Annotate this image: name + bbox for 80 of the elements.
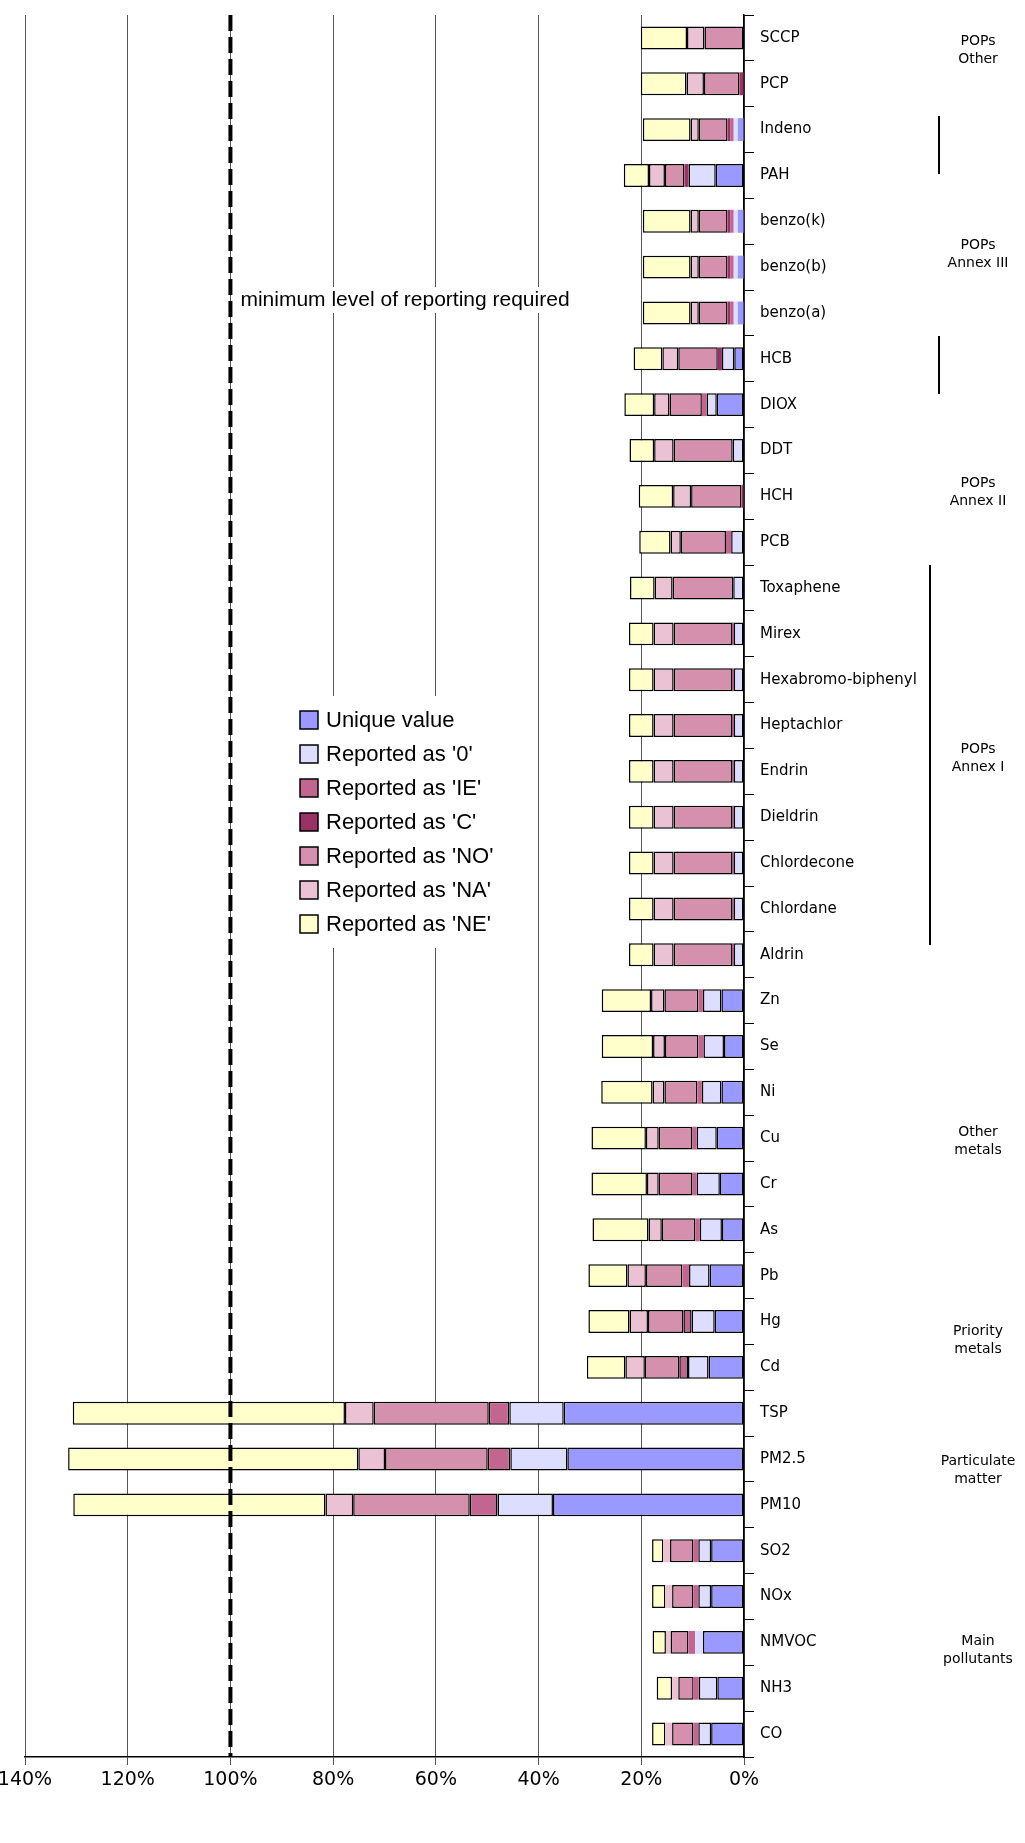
bar <box>693 1676 699 1700</box>
bar <box>693 1539 699 1563</box>
y-tick-label: Cu <box>760 1128 780 1147</box>
text: Priority metals <box>953 1321 1003 1356</box>
y-tick-label: HCB <box>760 348 793 367</box>
x-tick-label: 120% <box>100 1767 155 1790</box>
y-tick-label: PAH <box>760 165 790 184</box>
legend-label: Reported as '0' <box>326 741 473 767</box>
bar <box>693 1722 699 1746</box>
y-tick-label: DDT <box>760 440 794 459</box>
bar <box>726 530 732 554</box>
legend-label: Reported as 'NA' <box>326 877 491 903</box>
x-tick-label: 100% <box>203 1767 258 1790</box>
bar <box>692 1126 697 1150</box>
y-tick-label: Aldrin <box>760 944 804 963</box>
x-tick-label: 40% <box>517 1767 560 1790</box>
legend-label: Reported as 'C' <box>326 809 477 835</box>
y-tick-label: HCH <box>760 486 794 505</box>
x-tick-label: 60% <box>414 1767 457 1790</box>
y-tick-label: Hg <box>760 1311 781 1330</box>
text: POPs Other <box>958 31 999 66</box>
text: Main pollutants <box>943 1631 1013 1666</box>
text: POPs Annex II <box>949 473 1007 508</box>
bar <box>739 72 744 96</box>
y-tick-label: PM2.5 <box>760 1448 806 1467</box>
y-tick-label: Hexabromo-biphenyl <box>760 669 917 688</box>
y-tick-label: PM10 <box>760 1494 802 1513</box>
legend-label: Reported as 'NE' <box>326 911 491 937</box>
bar <box>698 1034 704 1058</box>
y-tick-label: benzo(a) <box>760 302 827 321</box>
legend-label: Reported as 'IE' <box>326 775 482 801</box>
y-tick-label: As <box>760 1219 779 1238</box>
bar <box>688 1630 696 1654</box>
text: POPs Annex III <box>947 235 1009 270</box>
y-tick-label: CO <box>760 1723 783 1742</box>
bar <box>692 1172 697 1196</box>
y-tick-label: Zn <box>760 990 780 1009</box>
bar <box>682 1264 690 1288</box>
bar <box>741 484 744 508</box>
text: Particulate matter <box>940 1451 1016 1486</box>
text: Other metals <box>954 1122 1002 1157</box>
legend-label: Reported as 'NO' <box>326 843 494 869</box>
x-tick-label: 80% <box>312 1767 355 1790</box>
y-tick-label: Ni <box>760 1082 776 1101</box>
y-tick-label: DIOX <box>760 394 798 413</box>
y-tick-label: Toxaphene <box>759 577 841 596</box>
y-tick-label: Mirex <box>760 623 801 642</box>
text: POPs Annex I <box>951 739 1005 774</box>
y-tick-label: NH3 <box>760 1678 793 1697</box>
y-tick-label: Chlordane <box>760 898 837 917</box>
y-tick-label: TSP <box>759 1403 788 1422</box>
y-tick-label: Dieldrin <box>760 807 819 826</box>
bar <box>717 347 722 371</box>
y-tick-label: PCB <box>760 532 790 551</box>
y-tick-label: benzo(k) <box>760 211 826 230</box>
y-tick-label: NOx <box>760 1586 793 1605</box>
y-tick-label: PCP <box>760 73 789 92</box>
y-tick-label: Cd <box>760 1357 780 1376</box>
y-tick-label: NMVOC <box>760 1632 817 1651</box>
bar <box>697 1080 702 1104</box>
bar <box>698 989 703 1013</box>
ref-line-label: minimum level of reporting required <box>240 286 570 310</box>
bar <box>693 1585 699 1609</box>
y-tick-label: SCCP <box>760 27 800 46</box>
y-tick-label: Chlordecone <box>760 852 855 871</box>
y-tick-label: Heptachlor <box>760 715 844 734</box>
bar <box>701 393 707 417</box>
y-tick-label: benzo(b) <box>760 257 827 276</box>
y-tick-label: Pb <box>760 1265 779 1284</box>
y-tick-label: SO2 <box>760 1540 791 1559</box>
x-tick-label: 20% <box>620 1767 663 1790</box>
y-tick-label: Indeno <box>760 119 812 138</box>
y-tick-label: Se <box>760 1036 779 1055</box>
y-tick-label: Endrin <box>760 761 809 780</box>
bar <box>695 1218 700 1242</box>
x-tick-label: 0% <box>728 1767 760 1790</box>
legend-label: Unique value <box>326 707 455 733</box>
y-tick-label: Cr <box>760 1173 778 1192</box>
bar <box>684 163 689 187</box>
x-tick-label: 140% <box>0 1767 53 1790</box>
